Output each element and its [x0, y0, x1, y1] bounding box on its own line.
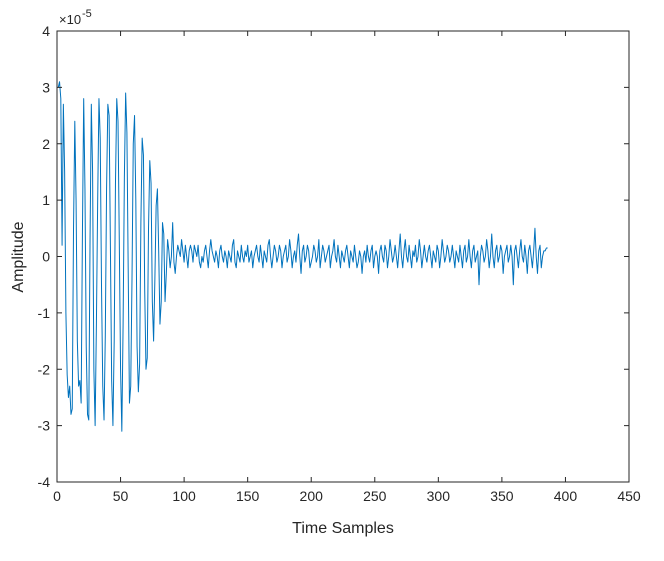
x-tick-label: 100 — [172, 488, 196, 504]
x-axis-title: Time Samples — [292, 520, 394, 537]
y-exponent-base: ×10 — [59, 12, 81, 27]
x-tick-label: 400 — [554, 488, 578, 504]
x-tick-label: 0 — [53, 488, 61, 504]
x-tick-label: 50 — [113, 488, 129, 504]
y-tick-label: 2 — [42, 136, 50, 152]
y-tick-label: -1 — [38, 305, 51, 321]
x-tick-label: 150 — [236, 488, 260, 504]
y-scale-exponent: ×10 -5 — [59, 8, 92, 27]
y-tick-label: 0 — [42, 249, 50, 265]
x-tick-label: 300 — [427, 488, 451, 504]
y-tick-label: -4 — [38, 474, 51, 490]
y-tick-label: -3 — [38, 418, 51, 434]
x-tick-label: 200 — [300, 488, 324, 504]
x-tick-label: 250 — [363, 488, 387, 504]
y-tick-label: 4 — [42, 23, 50, 39]
series-layer — [57, 81, 548, 432]
x-tick-label: 450 — [617, 488, 641, 504]
y-axis-ticks: -4 -3 -2 -1 0 1 2 3 4 — [38, 23, 629, 490]
y-tick-label: 1 — [42, 192, 50, 208]
y-axis-title: Amplitude — [10, 221, 27, 292]
y-exponent-power: -5 — [82, 8, 92, 20]
y-tick-label: 3 — [42, 79, 50, 95]
x-axis-ticks: 0 50 100 150 200 250 300 350 400 450 — [53, 31, 641, 504]
plot-area — [56, 30, 630, 483]
series-line-0 — [57, 81, 548, 432]
x-tick-label: 350 — [490, 488, 514, 504]
y-tick-label: -2 — [38, 361, 51, 377]
